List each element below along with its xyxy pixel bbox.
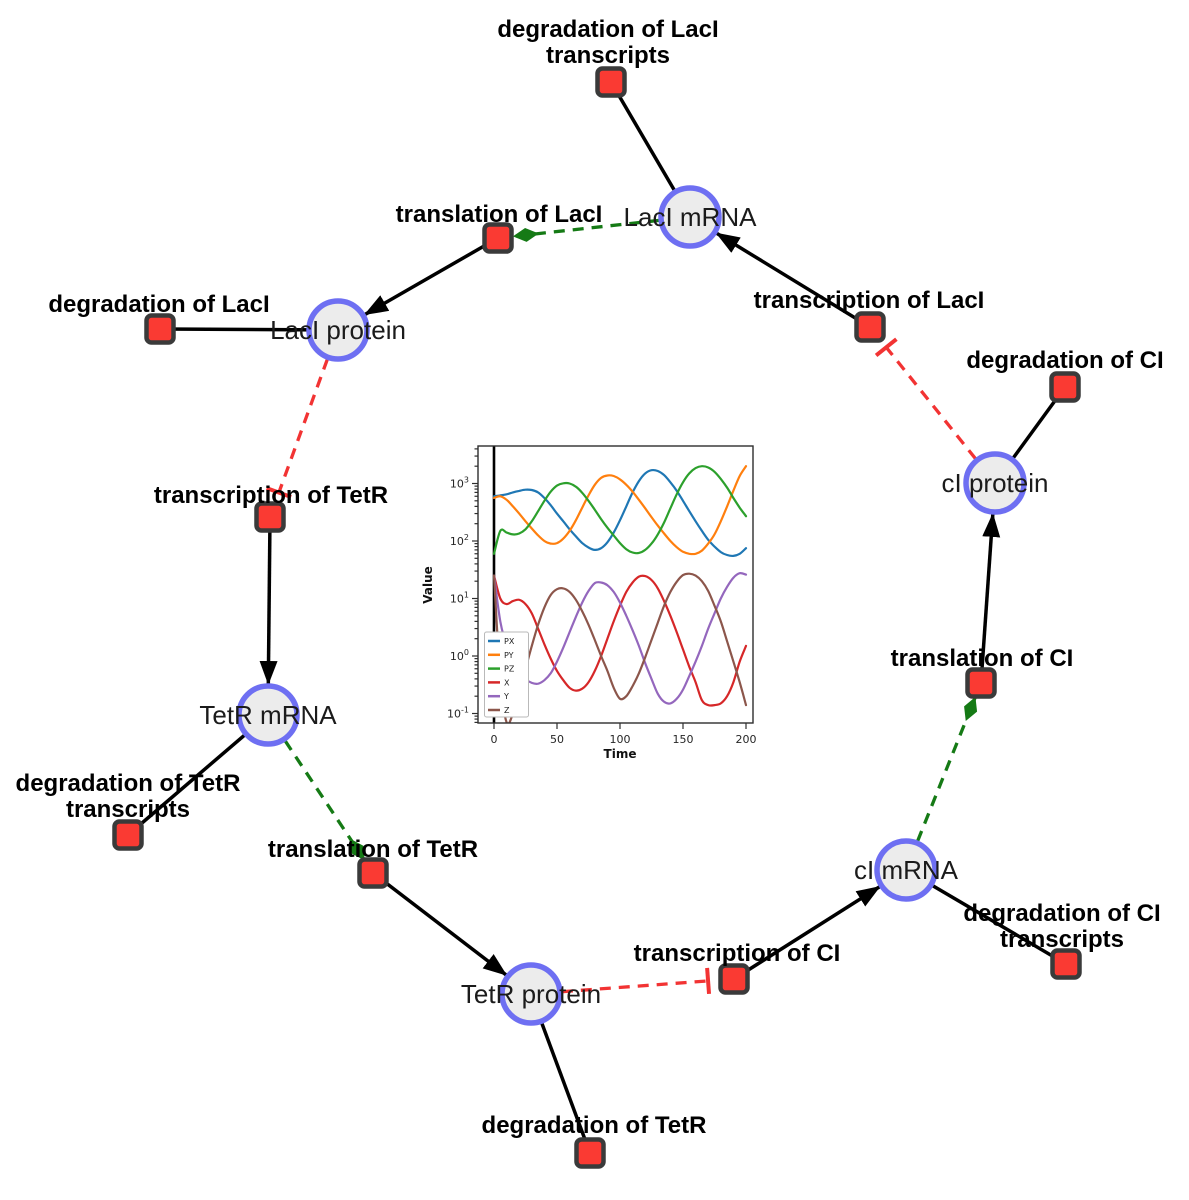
edge-tx-ci-to-ci-mrna: [733, 885, 881, 981]
species-label-laci-protein: LacI protein: [270, 315, 406, 345]
reaction-node-tx-tetr: [254, 501, 286, 533]
chart-legend: PX PY PZ XYZ: [484, 631, 529, 718]
reaction-label-tx-tetr: transcription of TetR: [154, 482, 388, 509]
reaction-node-tx-laci: [854, 311, 886, 343]
legend-label-y: Y: [503, 692, 509, 701]
species-node-laci-mrna: [658, 185, 722, 249]
inhibition-bar-ci-protein: [874, 337, 898, 357]
reaction-label-tx-laci: transcription of LacI: [754, 287, 985, 314]
reaction-label-transl-laci: translation of LacI: [396, 201, 603, 228]
species-label-ci-protein: cI protein: [942, 468, 1049, 498]
species-label-tetr-protein: TetR protein: [461, 979, 601, 1009]
y-axis-label: Value: [421, 566, 435, 604]
reaction-label-deg-ci: degradation of CI: [966, 347, 1163, 374]
y-tick-label: 103: [450, 476, 469, 491]
reaction-node-deg-laci: [144, 313, 176, 345]
inhibition-bar-tetr-protein: [705, 967, 712, 995]
species-label-ci-mrna: cI mRNA: [854, 855, 959, 885]
reaction-node-deg-laci-tx: [595, 66, 627, 98]
legend-label-z: Z: [504, 706, 510, 715]
reaction-node-deg-ci: [1049, 371, 1081, 403]
reaction-node-transl-tetr: [357, 857, 389, 889]
x-tick-label: 0: [491, 733, 498, 746]
edge-laci-protein-to-tx-tetr: [277, 358, 329, 494]
reaction-label-deg-tetr-tx: degradation of TetR: [16, 770, 241, 797]
edge-tx-tetr-to-tetr-mrna: [259, 516, 278, 686]
edge-tetr-mrna-to-transl-tetr: [283, 739, 366, 861]
reaction-label-tx-ci: transcription of CI: [634, 940, 841, 967]
edge-transl-laci-to-laci-protein: [364, 236, 499, 317]
reaction-node-transl-laci: [482, 222, 514, 254]
reaction-label-deg-ci-tx: degradation of CI: [963, 900, 1160, 927]
inhibition-bar-laci-protein: [265, 486, 292, 499]
reaction-label-deg-laci-tx: degradation of LacI: [497, 16, 718, 43]
reaction-label-transl-ci: translation of CI: [891, 645, 1074, 672]
y-tick-label: 101: [450, 591, 469, 606]
y-tick-label: 102: [450, 533, 469, 548]
reaction-node-transl-ci: [965, 667, 997, 699]
plot-frame: [477, 445, 754, 724]
reaction-node-deg-tetr: [574, 1137, 606, 1169]
reaction-label-deg-tetr: degradation of TetR: [482, 1112, 707, 1139]
chart-ticks: 0 50 100 150 200 103 102 101 100 10-1: [447, 448, 757, 746]
species-node-tetr-mrna: [236, 683, 300, 747]
x-tick-label: 150: [673, 733, 694, 746]
x-tick-label: 200: [736, 733, 757, 746]
network-nodes: degradation of LacItranscriptstranslatio…: [16, 16, 1164, 1169]
x-tick-label: 100: [610, 733, 631, 746]
series-line-pz: [492, 465, 748, 555]
edge-transl-tetr-to-tetr-protein: [371, 871, 508, 977]
reaction-label-deg-laci-tx: transcripts: [546, 42, 670, 69]
reaction-label-transl-tetr: translation of TetR: [268, 836, 478, 863]
species-node-tetr-protein: [499, 962, 563, 1026]
species-node-ci-protein: [963, 451, 1027, 515]
reaction-label-deg-ci-tx: transcripts: [1000, 926, 1124, 953]
edge-tetr-protein-to-tx-ci: [561, 979, 709, 994]
reaction-label-deg-tetr-tx: transcripts: [66, 796, 190, 823]
series-line-py: [492, 465, 748, 556]
series-line-px: [492, 468, 748, 558]
x-tick-label: 50: [550, 733, 564, 746]
species-label-tetr-mrna: TetR mRNA: [199, 700, 337, 730]
edge-ci-mrna-to-transl-ci: [916, 696, 978, 842]
legend-label-x: X: [504, 678, 510, 687]
reaction-node-deg-tetr-tx: [112, 819, 144, 851]
edge-transl-ci-to-ci-protein: [979, 512, 1001, 684]
series-line-x: [492, 574, 748, 707]
reaction-node-tx-ci: [718, 963, 750, 995]
legend-label-py: PY: [504, 651, 514, 660]
edge-laci-mrna-to-transl-laci: [512, 218, 660, 242]
species-label-laci-mrna: LacI mRNA: [624, 202, 758, 232]
species-node-laci-protein: [306, 298, 370, 362]
reaction-label-deg-laci: degradation of LacI: [48, 291, 269, 318]
species-node-ci-mrna: [874, 838, 938, 902]
series-line-z: [492, 572, 748, 723]
y-tick-label: 100: [450, 648, 469, 663]
series-line-y: [492, 572, 748, 705]
edge-tx-laci-to-laci-mrna: [715, 231, 871, 329]
chart-series: [492, 446, 748, 723]
legend-label-pz: PZ: [504, 665, 515, 674]
x-axis-label: Time: [604, 747, 637, 761]
edge-ci-protein-to-tx-laci: [884, 346, 977, 460]
network-edges: [126, 81, 1067, 1154]
y-tick-label: 10-1: [447, 706, 469, 721]
reaction-node-deg-ci-tx: [1050, 948, 1082, 980]
legend-label-px: PX: [504, 637, 515, 646]
